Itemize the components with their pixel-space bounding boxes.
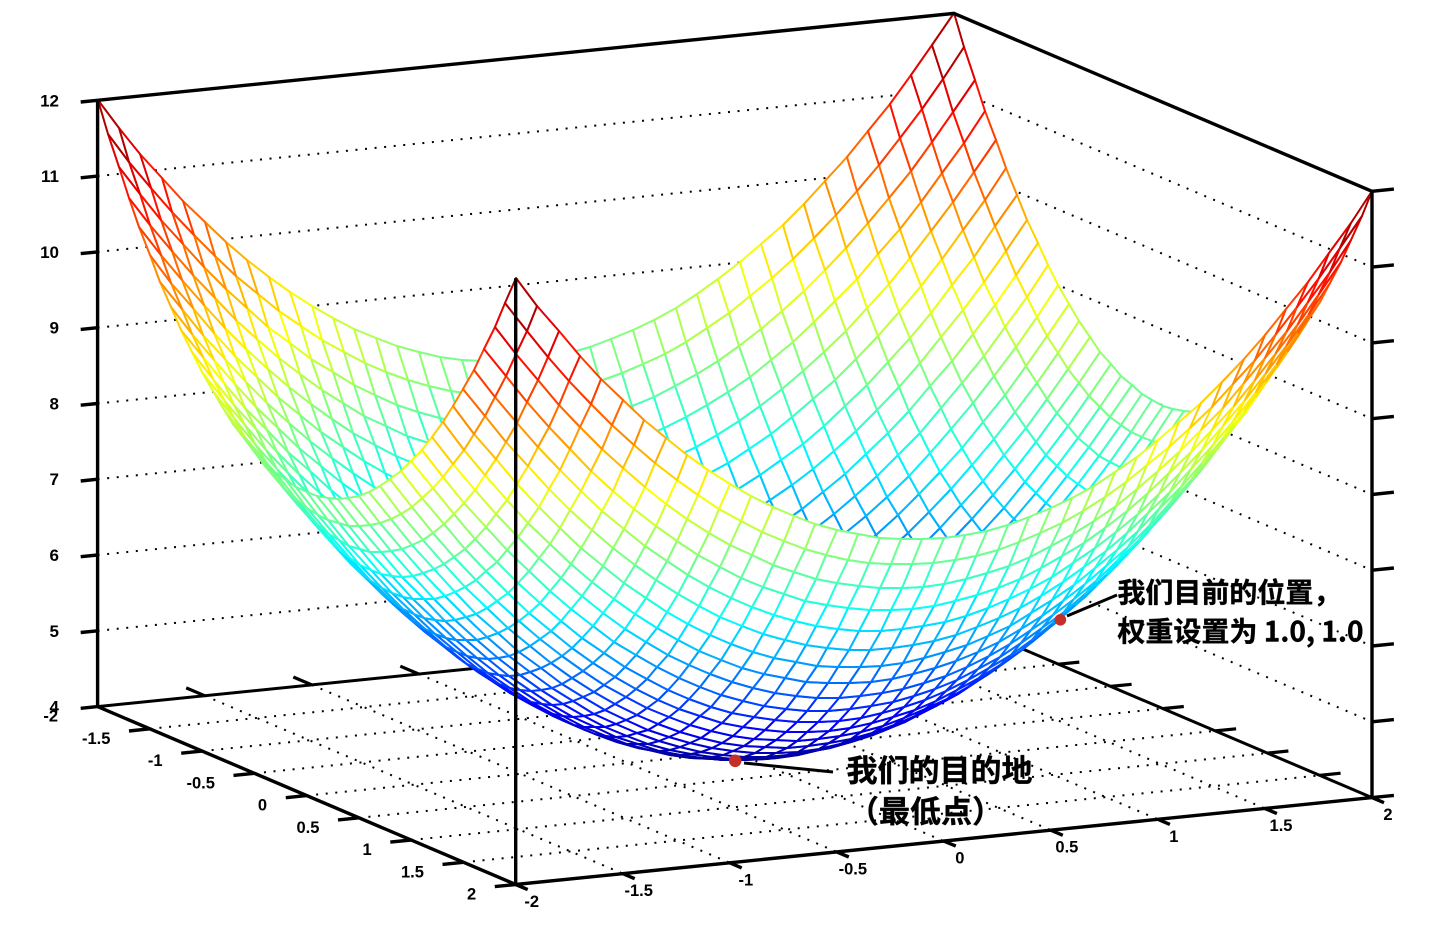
svg-text:0: 0 bbox=[258, 797, 267, 815]
svg-text:-0.5: -0.5 bbox=[839, 860, 867, 878]
svg-text:2: 2 bbox=[1383, 806, 1392, 824]
svg-text:-1.5: -1.5 bbox=[624, 882, 652, 900]
svg-text:-1: -1 bbox=[148, 752, 163, 770]
svg-text:12: 12 bbox=[40, 91, 59, 110]
svg-text:-2: -2 bbox=[524, 893, 539, 911]
svg-text:1: 1 bbox=[363, 841, 372, 859]
svg-text:6: 6 bbox=[50, 546, 59, 565]
svg-text:0: 0 bbox=[955, 850, 964, 868]
svg-text:-1.5: -1.5 bbox=[82, 730, 110, 748]
svg-text:10: 10 bbox=[40, 243, 59, 262]
svg-text:1.5: 1.5 bbox=[1270, 817, 1293, 835]
svg-text:-2: -2 bbox=[43, 708, 58, 726]
svg-text:-0.5: -0.5 bbox=[186, 774, 214, 792]
svg-text:-1: -1 bbox=[738, 871, 753, 889]
svg-text:8: 8 bbox=[50, 395, 59, 414]
svg-text:11: 11 bbox=[41, 167, 59, 186]
svg-text:7: 7 bbox=[50, 470, 59, 489]
svg-text:0.5: 0.5 bbox=[1055, 839, 1078, 857]
svg-text:0.5: 0.5 bbox=[296, 819, 319, 837]
svg-text:9: 9 bbox=[50, 319, 59, 338]
svg-text:5: 5 bbox=[50, 622, 59, 641]
svg-text:4: 4 bbox=[50, 698, 60, 717]
svg-text:1: 1 bbox=[1169, 828, 1178, 846]
svg-text:2: 2 bbox=[467, 886, 476, 904]
svg-text:1.5: 1.5 bbox=[401, 863, 424, 881]
